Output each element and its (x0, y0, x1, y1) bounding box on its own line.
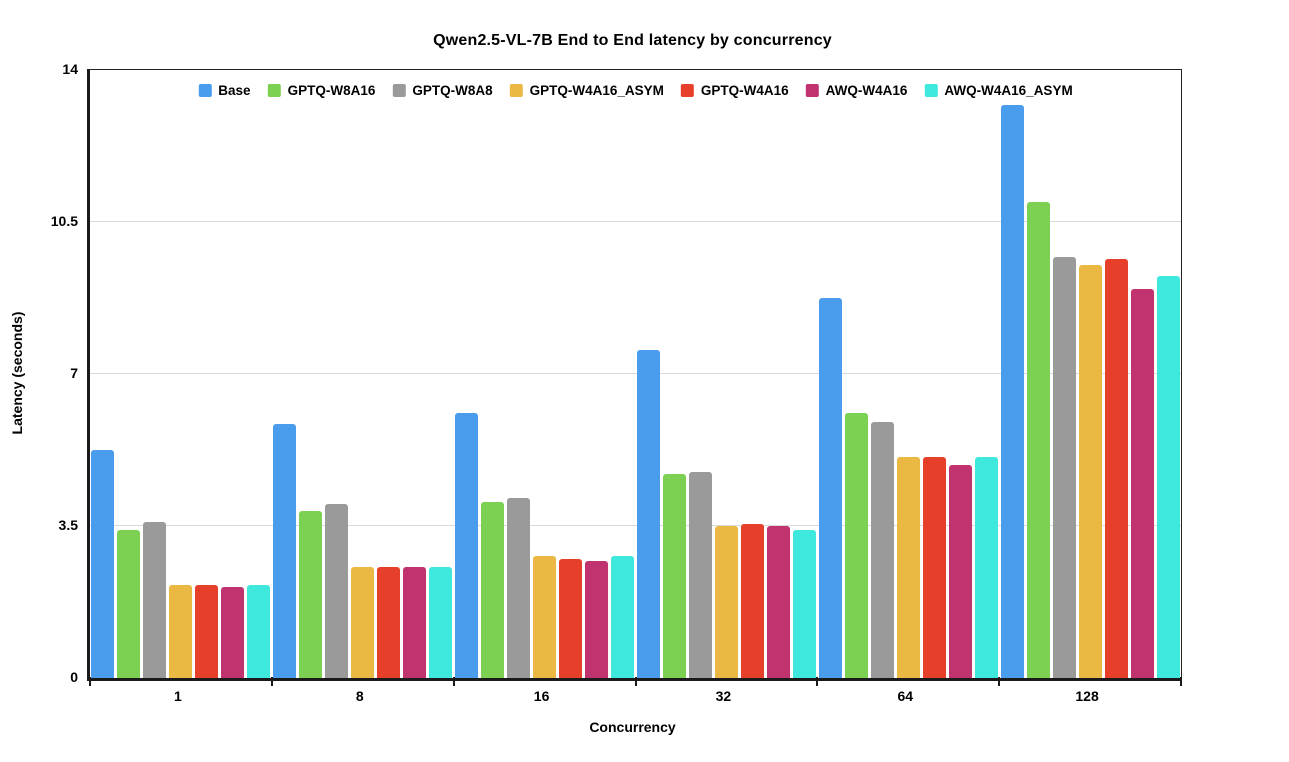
bar-GPTQ-W8A16-c1 (117, 530, 141, 678)
bar-group-32 (635, 70, 817, 678)
bar-AWQ-W4A16-c1 (221, 586, 245, 678)
y-tick-label-3.5: 3.5 (58, 517, 78, 533)
bar-AWQ-W4A16-c32 (766, 526, 790, 678)
legend-swatch-icon (198, 84, 212, 97)
bar-GPTQ-W4A16-c1 (195, 584, 219, 678)
bar-GPTQ-W4A16-c16 (559, 558, 583, 678)
x-axis-boundary-tick (89, 677, 91, 686)
legend-item-GPTQ-W8A16: GPTQ-W8A16 (267, 83, 376, 98)
bar-GPTQ-W4A16_ASYM-c128 (1078, 265, 1102, 678)
bar-AWQ-W4A16-c16 (585, 560, 609, 678)
bar-group-1 (90, 70, 272, 678)
legend-swatch-icon (392, 84, 406, 97)
bar-group-64 (817, 70, 999, 678)
bar-GPTQ-W4A16-c128 (1104, 258, 1128, 678)
gridline-y-3.5 (90, 525, 1181, 526)
legend-label: AWQ-W4A16_ASYM (944, 83, 1073, 98)
y-tick-label-0: 0 (70, 669, 78, 685)
chart-legend: Base GPTQ-W8A16 GPTQ-W8A8 GPTQ-W4A16_ASYM GP… (198, 83, 1073, 98)
legend-label: Base (218, 83, 251, 98)
bar-group-128 (999, 70, 1181, 678)
bar-AWQ-W4A16_ASYM-c8 (429, 567, 453, 678)
chart-title: Qwen2.5-VL-7B End to End latency by conc… (433, 32, 832, 49)
bar-GPTQ-W8A8-c16 (507, 497, 531, 678)
bar-AWQ-W4A16_ASYM-c128 (1156, 276, 1180, 678)
gridline-y-7 (90, 373, 1181, 374)
y-tick-label-10.5: 10.5 (50, 213, 78, 229)
bar-GPTQ-W8A8-c128 (1052, 256, 1076, 678)
bar-group-16 (454, 70, 636, 678)
plot-area: Base GPTQ-W8A16 GPTQ-W8A8 GPTQ-W4A16_ASYM GP… (87, 69, 1182, 686)
legend-swatch-icon (680, 84, 694, 97)
bar-GPTQ-W8A8-c64 (870, 421, 894, 678)
bar-group-8 (272, 70, 454, 678)
legend-swatch-icon (509, 84, 523, 97)
bar-GPTQ-W8A16-c32 (662, 473, 686, 678)
bar-AWQ-W4A16-c64 (948, 465, 972, 678)
legend-swatch-icon (267, 84, 281, 97)
legend-label: GPTQ-W8A8 (412, 83, 493, 98)
bar-Base-c16 (455, 413, 479, 678)
bar-AWQ-W4A16_ASYM-c32 (792, 530, 816, 678)
bar-AWQ-W4A16-c128 (1130, 289, 1154, 678)
legend-item-GPTQ-W4A16_ASYM: GPTQ-W4A16_ASYM (509, 83, 664, 98)
x-tick-label-64: 64 (897, 688, 914, 704)
bar-GPTQ-W4A16_ASYM-c32 (714, 526, 738, 678)
bar-AWQ-W4A16_ASYM-c16 (611, 556, 635, 678)
bar-GPTQ-W8A16-c16 (481, 502, 505, 678)
bar-GPTQ-W4A16_ASYM-c16 (533, 556, 557, 678)
legend-item-AWQ-W4A16: AWQ-W4A16 (805, 83, 908, 98)
legend-item-Base: Base (198, 83, 251, 98)
x-tick-label-128: 128 (1075, 688, 1099, 704)
x-axis-tick-labels: 1 8 16 32 64 128 (87, 688, 1178, 704)
legend-label: GPTQ-W8A16 (287, 83, 376, 98)
bar-AWQ-W4A16_ASYM-c64 (974, 456, 998, 678)
legend-item-AWQ-W4A16_ASYM: AWQ-W4A16_ASYM (924, 83, 1073, 98)
legend-swatch-icon (805, 84, 819, 97)
x-tick-label-1: 1 (174, 688, 182, 704)
x-axis-boundary-tick (998, 677, 1001, 686)
x-tick-label-16: 16 (533, 688, 550, 704)
y-tick-label-7: 7 (70, 365, 78, 381)
x-axis-boundary-tick (634, 677, 637, 686)
bar-GPTQ-W4A16_ASYM-c1 (169, 584, 193, 678)
bar-Base-c1 (91, 450, 115, 678)
legend-item-GPTQ-W8A8: GPTQ-W8A8 (392, 83, 493, 98)
bar-Base-c64 (818, 298, 842, 678)
gridline-y-10.5 (90, 221, 1181, 222)
bar-AWQ-W4A16-c8 (403, 567, 427, 678)
bar-GPTQ-W8A8-c1 (143, 521, 167, 678)
bar-GPTQ-W8A16-c128 (1026, 202, 1050, 678)
x-tick-label-8: 8 (355, 688, 364, 704)
x-axis-title: Concurrency (589, 719, 676, 735)
y-axis-tick-labels: 0 3.5 7 10.5 14 (0, 61, 78, 685)
legend-label: AWQ-W4A16 (825, 83, 908, 98)
bar-GPTQ-W4A16-c32 (740, 523, 764, 678)
x-axis-boundary-tick (1180, 677, 1182, 686)
legend-label: GPTQ-W4A16_ASYM (529, 83, 664, 98)
bar-groups (90, 70, 1181, 678)
x-axis-boundary-tick (816, 677, 819, 686)
x-axis-boundary-tick (452, 677, 455, 686)
y-tick-label-14: 14 (62, 61, 78, 77)
x-axis-boundary-tick (270, 677, 273, 686)
legend-label: GPTQ-W4A16 (700, 83, 789, 98)
bar-GPTQ-W8A16-c64 (844, 413, 868, 678)
bar-GPTQ-W8A16-c8 (299, 510, 323, 678)
legend-swatch-icon (924, 84, 938, 97)
bar-GPTQ-W4A16-c8 (377, 567, 401, 678)
bar-AWQ-W4A16_ASYM-c1 (247, 584, 271, 678)
legend-item-GPTQ-W4A16: GPTQ-W4A16 (680, 83, 789, 98)
bar-Base-c128 (1000, 104, 1024, 678)
bar-GPTQ-W4A16-c64 (922, 456, 946, 678)
bar-GPTQ-W8A8-c8 (325, 504, 349, 678)
x-tick-label-32: 32 (715, 688, 732, 704)
bar-Base-c8 (273, 423, 297, 678)
bar-GPTQ-W4A16_ASYM-c8 (351, 567, 375, 678)
bar-GPTQ-W8A8-c32 (688, 471, 712, 678)
bar-Base-c32 (636, 350, 660, 678)
bar-GPTQ-W4A16_ASYM-c64 (896, 456, 920, 678)
